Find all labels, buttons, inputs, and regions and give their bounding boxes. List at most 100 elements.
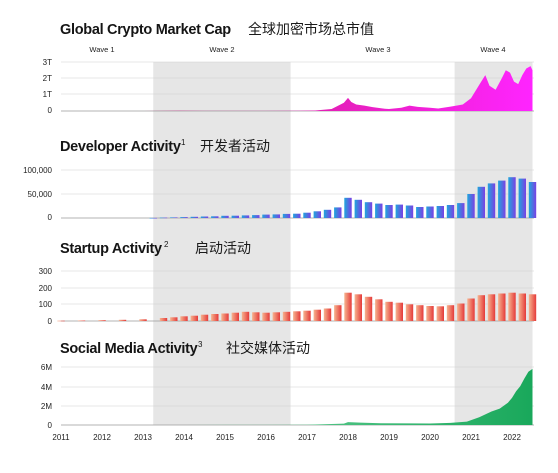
bar bbox=[170, 217, 178, 218]
bar bbox=[221, 313, 229, 321]
bar bbox=[118, 319, 127, 321]
bar bbox=[375, 299, 383, 321]
bar bbox=[487, 294, 496, 321]
y-tick-label: 1T bbox=[43, 90, 52, 99]
bar bbox=[405, 205, 414, 218]
bar bbox=[231, 312, 239, 321]
bar bbox=[323, 209, 332, 218]
bar bbox=[252, 312, 260, 321]
bar bbox=[282, 311, 291, 321]
developer-y-ticks: 100,000 50,000 0 bbox=[23, 166, 52, 222]
x-tick-label: 2021 bbox=[462, 433, 480, 442]
bar bbox=[354, 294, 362, 321]
bar bbox=[190, 216, 198, 218]
bar bbox=[446, 205, 455, 218]
y-tick-label: 300 bbox=[39, 267, 53, 276]
bar bbox=[416, 207, 424, 218]
bar bbox=[190, 315, 198, 321]
social-title: Social Media Activity bbox=[60, 341, 198, 357]
y-tick-label: 4M bbox=[41, 383, 52, 392]
bar bbox=[159, 318, 168, 321]
bar bbox=[98, 320, 106, 321]
bar bbox=[498, 180, 506, 218]
bar bbox=[518, 178, 526, 218]
y-tick-label: 2M bbox=[41, 402, 52, 411]
bar bbox=[262, 214, 270, 218]
bar bbox=[477, 295, 485, 321]
bar bbox=[170, 317, 178, 321]
bar bbox=[323, 308, 332, 321]
y-tick-label: 0 bbox=[48, 317, 53, 326]
x-tick-label: 2014 bbox=[175, 433, 193, 442]
startup-title-footnote: 2 bbox=[164, 240, 169, 249]
y-tick-label: 2T bbox=[43, 74, 52, 83]
developer-title-footnote: 1 bbox=[181, 138, 186, 147]
bar bbox=[426, 206, 434, 218]
bar bbox=[354, 199, 362, 218]
bar bbox=[518, 293, 526, 321]
x-axis-years: 2011 2012 2013 2014 2015 2016 2017 2018 … bbox=[52, 433, 521, 442]
bar bbox=[385, 301, 393, 321]
bar bbox=[200, 314, 209, 321]
x-tick-label: 2019 bbox=[380, 433, 398, 442]
plot-marks bbox=[57, 66, 537, 426]
bar bbox=[200, 216, 209, 218]
x-tick-label: 2017 bbox=[298, 433, 316, 442]
bar bbox=[528, 294, 537, 321]
bar bbox=[57, 320, 65, 322]
wave-2-label: Wave 2 bbox=[209, 45, 234, 54]
bar bbox=[139, 319, 147, 321]
wave-shade-1 bbox=[153, 62, 291, 425]
x-tick-label: 2020 bbox=[421, 433, 439, 442]
bar bbox=[405, 304, 414, 321]
y-tick-label: 100,000 bbox=[23, 166, 52, 175]
wave-shading bbox=[153, 62, 533, 425]
wave-1-label: Wave 1 bbox=[89, 45, 114, 54]
bar bbox=[334, 305, 342, 321]
startup-y-ticks: 300 200 100 0 bbox=[39, 267, 53, 326]
bar bbox=[221, 215, 229, 218]
bar bbox=[303, 212, 311, 218]
bar bbox=[385, 205, 393, 218]
x-tick-label: 2012 bbox=[93, 433, 111, 442]
bar bbox=[508, 292, 516, 321]
bar bbox=[446, 305, 455, 321]
bar bbox=[528, 182, 537, 218]
developer-title: Developer Activity bbox=[60, 139, 181, 155]
bar bbox=[272, 312, 280, 321]
bar bbox=[395, 302, 403, 321]
x-tick-label: 2015 bbox=[216, 433, 234, 442]
y-tick-label: 200 bbox=[39, 284, 53, 293]
y-tick-label: 6M bbox=[41, 363, 52, 372]
market-cap-title-zh: 全球加密市场总市值 bbox=[248, 21, 374, 38]
bar bbox=[313, 309, 321, 321]
y-tick-label: 0 bbox=[48, 213, 53, 222]
startup-title: Startup Activity bbox=[60, 241, 162, 257]
y-tick-label: 50,000 bbox=[28, 190, 53, 199]
bar bbox=[149, 217, 157, 219]
wave-shade-2 bbox=[454, 62, 533, 425]
social-title-zh: 社交媒体活动 bbox=[226, 340, 310, 357]
social-title-footnote: 3 bbox=[198, 340, 203, 349]
y-tick-label: 100 bbox=[39, 300, 53, 309]
wave-4-label: Wave 4 bbox=[480, 45, 505, 54]
y-tick-label: 0 bbox=[48, 106, 53, 115]
bar bbox=[364, 296, 373, 321]
x-tick-label: 2013 bbox=[134, 433, 152, 442]
bar bbox=[252, 215, 260, 218]
wave-3-label: Wave 3 bbox=[365, 45, 390, 54]
bar bbox=[211, 216, 219, 218]
bar bbox=[344, 292, 352, 321]
market-cap-y-ticks: 3T 2T 1T 0 bbox=[43, 58, 53, 115]
bar bbox=[457, 303, 465, 321]
bar bbox=[293, 213, 301, 218]
bar bbox=[77, 320, 86, 322]
bar bbox=[487, 183, 496, 218]
bar bbox=[477, 186, 485, 218]
startup-title-zh: 启动活动 bbox=[195, 241, 251, 257]
x-tick-label: 2016 bbox=[257, 433, 275, 442]
y-tick-label: 3T bbox=[43, 58, 52, 67]
bar bbox=[293, 311, 301, 321]
bar bbox=[467, 298, 475, 321]
